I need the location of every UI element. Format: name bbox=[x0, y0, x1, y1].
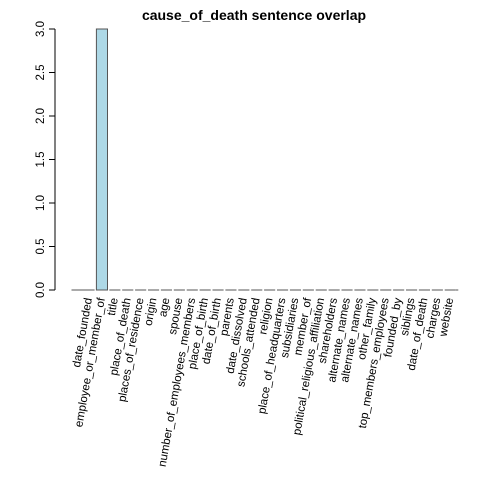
x-axis-labels: date_foundedemployee_or_member_oftitlepl… bbox=[71, 296, 456, 468]
y-tick-label: 1.0 bbox=[35, 195, 47, 211]
chart-title: cause_of_death sentence overlap bbox=[142, 7, 366, 23]
y-tick-label: 2.5 bbox=[35, 65, 47, 81]
y-tick-label: 0.5 bbox=[35, 239, 47, 255]
x-tick-label: title bbox=[106, 297, 121, 317]
y-tick-label: 3.0 bbox=[35, 21, 47, 37]
y-tick-label: 0.0 bbox=[35, 282, 47, 298]
y-axis: 0.0 0.5 1.0 1.5 2.0 2.5 3.0 bbox=[35, 21, 56, 298]
bar bbox=[95, 28, 109, 291]
x-tick-label: age bbox=[157, 297, 172, 318]
y-tick-label: 1.5 bbox=[35, 152, 47, 168]
y-tick-label: 2.0 bbox=[35, 108, 47, 124]
bars bbox=[71, 28, 459, 291]
x-tick-label: origin bbox=[143, 297, 160, 327]
